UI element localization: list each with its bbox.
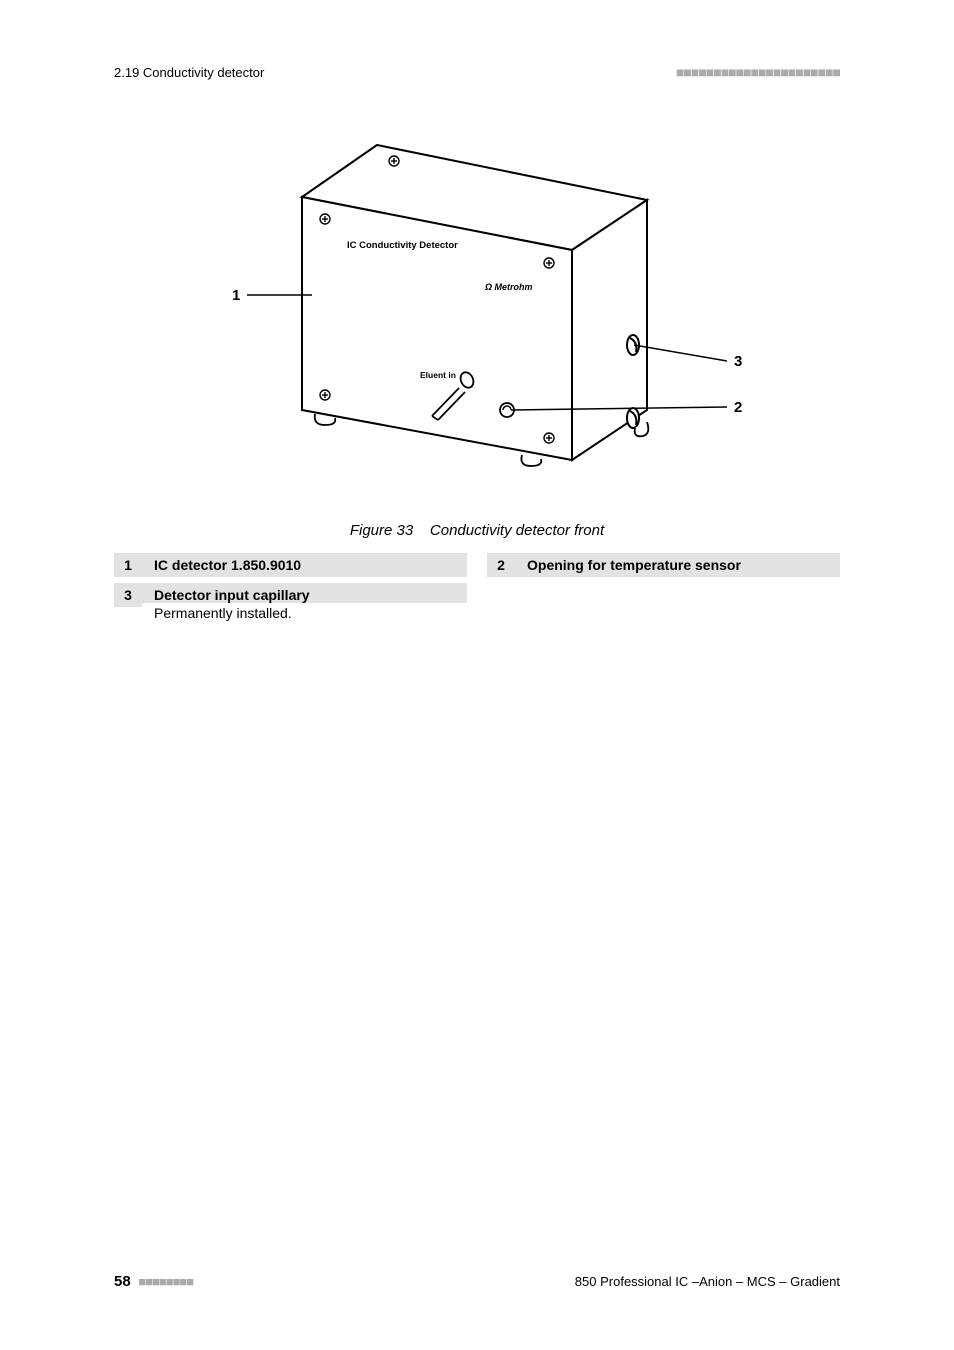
legend-item-1: 1 IC detector 1.850.9010: [114, 553, 467, 577]
legend-num: 1: [114, 553, 142, 577]
callout-1: 1: [232, 287, 240, 304]
legend-grid: 1 IC detector 1.850.9010 2 Opening for t…: [114, 553, 840, 621]
brand-label: Ω Metrohm: [484, 282, 533, 292]
device-label: IC Conductivity Detector: [347, 240, 458, 251]
page-footer: 58 ■■■■■■■■ 850 Professional IC –Anion –…: [114, 1273, 840, 1290]
legend-text: Opening for temperature sensor: [515, 553, 840, 577]
legend-item-3: 3 Detector input capillary Permanently i…: [114, 583, 467, 621]
legend-text: IC detector 1.850.9010: [142, 553, 467, 577]
legend-text: Detector input capillary Permanently ins…: [142, 583, 467, 621]
footer-divider: ■■■■■■■■: [138, 1274, 193, 1289]
callout-3: 3: [734, 353, 742, 370]
eluent-label: Eluent in: [420, 370, 456, 380]
legend-num: 3: [114, 583, 142, 607]
legend-item-2: 2 Opening for temperature sensor: [487, 553, 840, 577]
header-section: 2.19 Conductivity detector: [114, 65, 264, 80]
header-divider: ■■■■■■■■■■■■■■■■■■■■■■: [676, 64, 840, 80]
page-number: 58: [114, 1273, 131, 1290]
footer-title: 850 Professional IC –Anion – MCS – Gradi…: [575, 1274, 840, 1289]
figure-caption: Figure 33 Conductivity detector front: [114, 522, 840, 539]
detector-diagram: IC Conductivity Detector Ω Metrohm Eluen…: [197, 120, 757, 510]
callout-2: 2: [734, 399, 742, 416]
figure-block: IC Conductivity Detector Ω Metrohm Eluen…: [114, 120, 840, 539]
legend-num: 2: [487, 553, 515, 577]
